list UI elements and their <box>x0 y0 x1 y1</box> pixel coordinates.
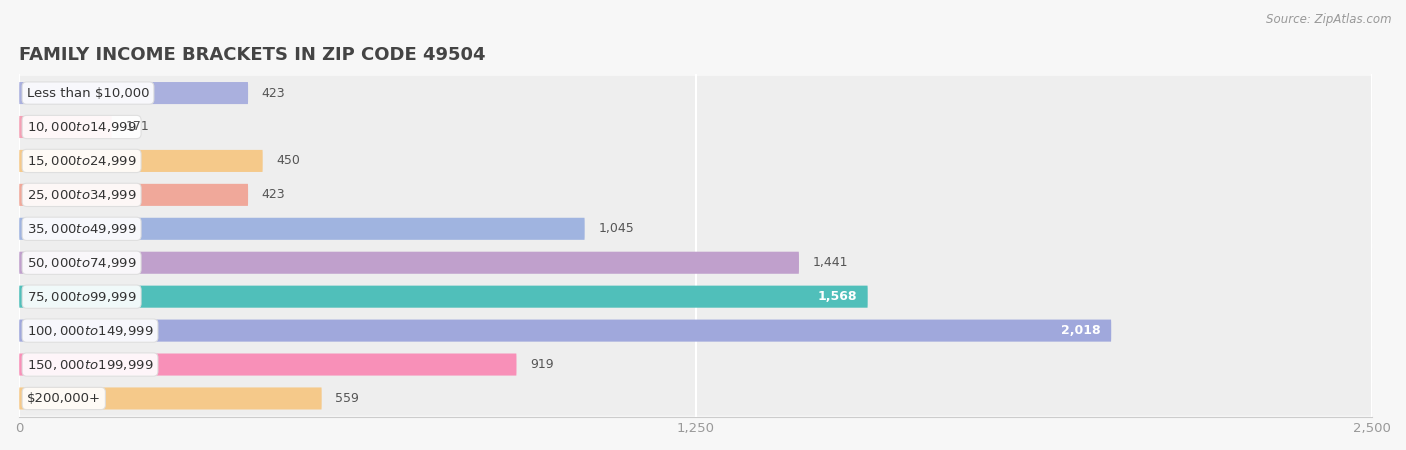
Text: 559: 559 <box>335 392 359 405</box>
Text: $200,000+: $200,000+ <box>27 392 101 405</box>
FancyBboxPatch shape <box>20 314 1372 348</box>
Text: $10,000 to $14,999: $10,000 to $14,999 <box>27 120 136 134</box>
FancyBboxPatch shape <box>20 347 1372 382</box>
FancyBboxPatch shape <box>20 279 1372 314</box>
Text: Less than $10,000: Less than $10,000 <box>27 86 149 99</box>
Text: 423: 423 <box>262 86 285 99</box>
Text: Source: ZipAtlas.com: Source: ZipAtlas.com <box>1267 14 1392 27</box>
FancyBboxPatch shape <box>20 184 247 206</box>
Text: 171: 171 <box>125 121 149 134</box>
Text: 1,045: 1,045 <box>598 222 634 235</box>
FancyBboxPatch shape <box>20 178 1372 212</box>
FancyBboxPatch shape <box>20 252 799 274</box>
Text: $25,000 to $34,999: $25,000 to $34,999 <box>27 188 136 202</box>
FancyBboxPatch shape <box>20 144 1372 178</box>
Text: 1,441: 1,441 <box>813 256 848 269</box>
FancyBboxPatch shape <box>20 381 1372 416</box>
FancyBboxPatch shape <box>20 76 1372 110</box>
Text: 2,018: 2,018 <box>1060 324 1101 337</box>
FancyBboxPatch shape <box>20 218 585 240</box>
FancyBboxPatch shape <box>20 387 322 410</box>
Text: FAMILY INCOME BRACKETS IN ZIP CODE 49504: FAMILY INCOME BRACKETS IN ZIP CODE 49504 <box>20 46 485 64</box>
FancyBboxPatch shape <box>20 82 247 104</box>
FancyBboxPatch shape <box>20 286 868 308</box>
Text: $50,000 to $74,999: $50,000 to $74,999 <box>27 256 136 270</box>
Text: $35,000 to $49,999: $35,000 to $49,999 <box>27 222 136 236</box>
FancyBboxPatch shape <box>20 116 111 138</box>
Text: 423: 423 <box>262 189 285 201</box>
FancyBboxPatch shape <box>20 246 1372 280</box>
Text: 919: 919 <box>530 358 554 371</box>
Text: $150,000 to $199,999: $150,000 to $199,999 <box>27 358 153 372</box>
Text: 450: 450 <box>276 154 299 167</box>
FancyBboxPatch shape <box>20 110 1372 144</box>
FancyBboxPatch shape <box>20 212 1372 246</box>
Text: $100,000 to $149,999: $100,000 to $149,999 <box>27 324 153 338</box>
Text: 1,568: 1,568 <box>817 290 856 303</box>
FancyBboxPatch shape <box>20 150 263 172</box>
Text: $15,000 to $24,999: $15,000 to $24,999 <box>27 154 136 168</box>
Text: $75,000 to $99,999: $75,000 to $99,999 <box>27 290 136 304</box>
FancyBboxPatch shape <box>20 354 516 376</box>
FancyBboxPatch shape <box>20 320 1111 342</box>
